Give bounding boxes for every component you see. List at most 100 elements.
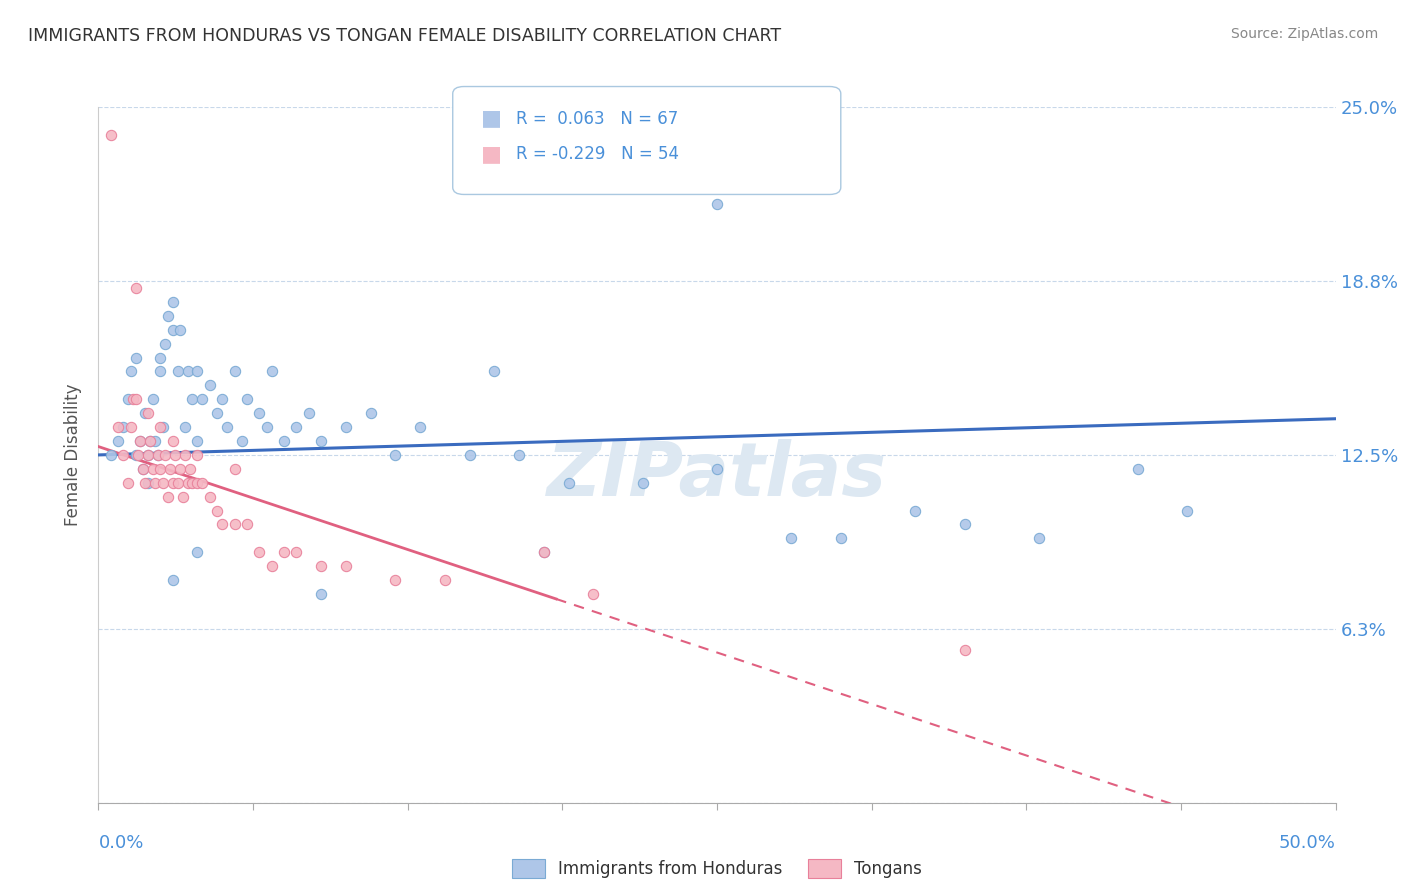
Point — [152, 475, 174, 490]
Point — [139, 434, 162, 448]
Text: ■: ■ — [481, 145, 502, 164]
Point — [953, 642, 976, 657]
Point — [508, 448, 530, 462]
Point — [211, 392, 233, 407]
Point — [247, 406, 270, 420]
Point — [132, 462, 155, 476]
Point — [198, 490, 221, 504]
Point — [107, 420, 129, 434]
Point — [224, 364, 246, 378]
Point — [335, 559, 357, 574]
Point — [582, 587, 605, 601]
Point — [285, 545, 308, 559]
Point — [236, 392, 259, 407]
Point — [953, 517, 976, 532]
Point — [149, 462, 172, 476]
Text: ZIPatlas: ZIPatlas — [547, 439, 887, 512]
Point — [120, 420, 142, 434]
Point — [231, 434, 253, 448]
Point — [1028, 532, 1050, 546]
Point — [166, 364, 188, 378]
Point — [112, 448, 135, 462]
Point — [335, 420, 357, 434]
Point — [224, 517, 246, 532]
Point — [136, 475, 159, 490]
Point — [112, 420, 135, 434]
Point — [136, 406, 159, 420]
Point — [557, 475, 579, 490]
Point — [143, 475, 166, 490]
Point — [186, 448, 208, 462]
Point — [156, 490, 179, 504]
Point — [149, 364, 172, 378]
Point — [256, 420, 278, 434]
Point — [142, 462, 165, 476]
Point — [309, 434, 332, 448]
Point — [198, 378, 221, 392]
Point — [191, 392, 214, 407]
Y-axis label: Female Disability: Female Disability — [65, 384, 83, 526]
Legend: Immigrants from Honduras, Tongans: Immigrants from Honduras, Tongans — [505, 853, 929, 885]
Point — [191, 475, 214, 490]
Point — [162, 294, 184, 309]
Point — [124, 448, 146, 462]
Point — [129, 434, 152, 448]
Point — [136, 448, 159, 462]
Point — [179, 462, 201, 476]
Point — [384, 573, 406, 587]
Point — [162, 475, 184, 490]
Point — [124, 392, 146, 407]
Point — [186, 545, 208, 559]
Point — [224, 462, 246, 476]
Point — [149, 420, 172, 434]
Point — [124, 351, 146, 365]
Point — [309, 559, 332, 574]
Point — [174, 420, 197, 434]
Point — [904, 503, 927, 517]
Point — [384, 448, 406, 462]
Point — [174, 448, 197, 462]
Point — [247, 545, 270, 559]
Point — [186, 475, 208, 490]
Point — [533, 545, 555, 559]
Text: R = -0.229   N = 54: R = -0.229 N = 54 — [516, 145, 679, 163]
Point — [146, 448, 169, 462]
Point — [169, 323, 191, 337]
Point — [172, 490, 194, 504]
Point — [236, 517, 259, 532]
Point — [162, 573, 184, 587]
Point — [533, 545, 555, 559]
Point — [273, 545, 295, 559]
Point — [122, 392, 145, 407]
Point — [186, 364, 208, 378]
Point — [273, 434, 295, 448]
Point — [484, 364, 506, 378]
Text: IMMIGRANTS FROM HONDURAS VS TONGAN FEMALE DISABILITY CORRELATION CHART: IMMIGRANTS FROM HONDURAS VS TONGAN FEMAL… — [28, 27, 782, 45]
Point — [156, 309, 179, 323]
Point — [166, 475, 188, 490]
Point — [100, 128, 122, 142]
Point — [100, 448, 122, 462]
Text: Source: ZipAtlas.com: Source: ZipAtlas.com — [1230, 27, 1378, 41]
Point — [143, 434, 166, 448]
Point — [1175, 503, 1198, 517]
Point — [176, 364, 198, 378]
Point — [217, 420, 239, 434]
Point — [134, 475, 156, 490]
Point — [298, 406, 321, 420]
Point — [117, 392, 139, 407]
Point — [152, 420, 174, 434]
Point — [360, 406, 382, 420]
Point — [149, 351, 172, 365]
Point — [129, 434, 152, 448]
Point — [162, 434, 184, 448]
Point — [142, 392, 165, 407]
Point — [181, 475, 204, 490]
Point — [139, 434, 162, 448]
Point — [211, 517, 233, 532]
Point — [780, 532, 803, 546]
Point — [136, 448, 159, 462]
Point — [176, 475, 198, 490]
Point — [706, 462, 728, 476]
Point — [162, 323, 184, 337]
